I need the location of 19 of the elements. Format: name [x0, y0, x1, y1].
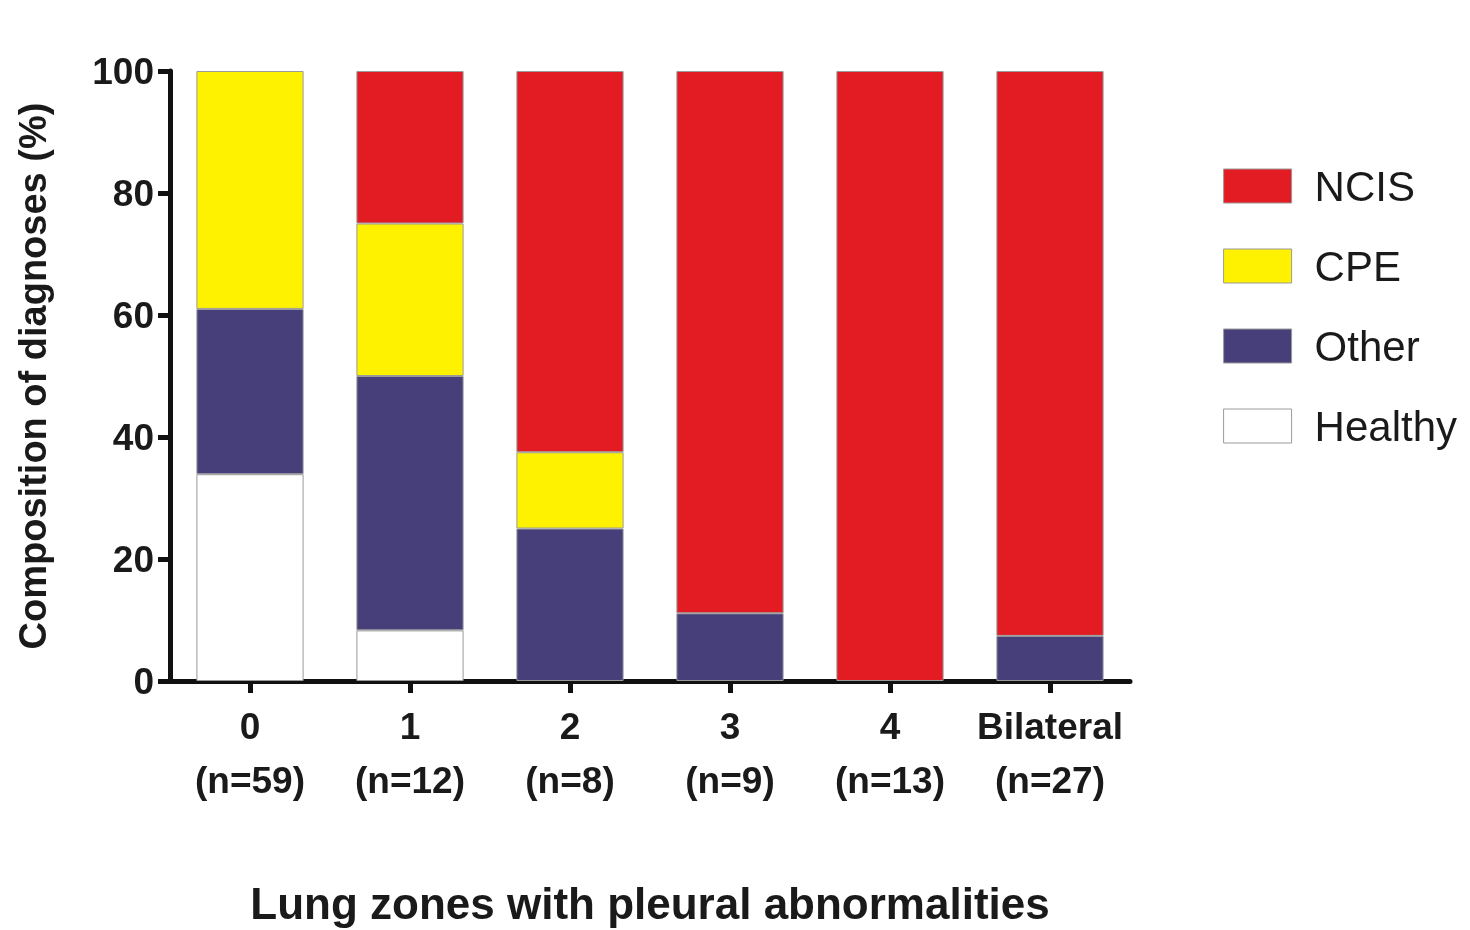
legend-label: NCIS	[1314, 162, 1415, 210]
x-axis-title: Lung zones with pleural abnormalities	[250, 878, 1050, 928]
x-tick-label: 4 (n=13)	[834, 705, 946, 801]
y-tick-label: 40	[112, 416, 154, 458]
y-tick-label: 60	[112, 294, 154, 336]
x-tick-label: 1 (n=12)	[354, 705, 466, 801]
y-tick-label: 80	[112, 172, 154, 214]
x-tick-label: Bilateral (n=27)	[976, 705, 1124, 801]
y-tick-label: 100	[92, 50, 154, 92]
y-axis-title: Composition of diagnoses (%)	[12, 102, 54, 650]
y-tick-label: 20	[112, 538, 154, 580]
bar	[836, 71, 944, 681]
y-tick-label: 0	[133, 660, 154, 702]
legend-label: Other	[1314, 322, 1420, 370]
legend-label: Healthy	[1314, 402, 1457, 450]
x-tick-label: 2 (n=8)	[525, 705, 615, 801]
legend-label: CPE	[1314, 242, 1401, 290]
x-tick-label: 3 (n=9)	[685, 705, 775, 801]
x-tick-label: 0 (n=59)	[194, 705, 306, 801]
